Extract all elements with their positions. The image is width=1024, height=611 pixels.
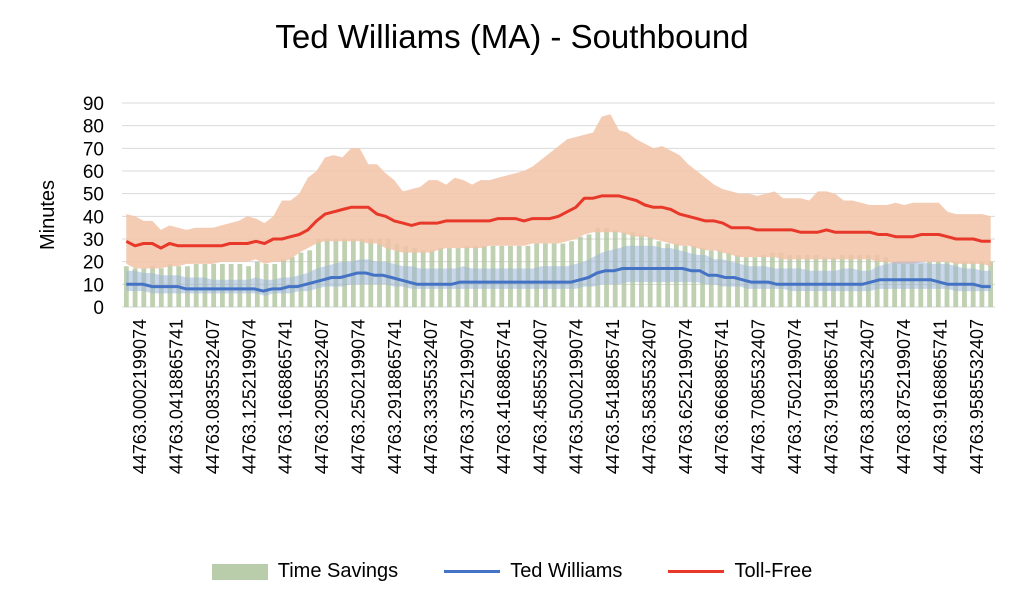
y-tick-label: 60 [83,162,104,183]
y-axis-title: Minutes [37,180,59,250]
legend-swatch-toll-free [668,570,725,573]
x-tick-label: 44763.9585532407 [967,319,987,474]
x-tick-label: 44763.5835532407 [639,319,659,474]
x-tick-label: 44763.0418865741 [167,319,187,474]
x-tick-label: 44763.8335532407 [858,319,878,474]
x-tick-label: 44763.9168865741 [930,319,950,474]
legend-swatch-time-savings [211,563,268,580]
x-tick-label: 44763.3752199074 [458,319,478,474]
x-tick-label: 44763.3335532407 [421,319,441,474]
x-tick-label: 44763.1668865741 [276,319,296,474]
line-ted-williams [126,267,991,293]
band-toll-free [126,114,991,269]
line-toll-free [125,194,991,250]
x-tick-label: 44763.7918865741 [821,319,841,474]
legend-label-toll-free: Toll-Free [734,560,813,582]
chart-title: Ted Williams (MA) - Southbound [275,18,749,55]
y-tick-label: 80 [83,117,104,138]
y-tick-label: 20 [83,253,104,274]
legend-item-time-savings: Time Savings [211,560,399,583]
x-tick-label: 44763.2502199074 [348,319,368,474]
x-tick-label: 44763.6668865741 [712,319,732,474]
legend-swatch-ted-williams [444,570,501,573]
y-tick-label: 30 [83,230,104,251]
x-tick-label: 44763.7085532407 [749,319,769,474]
y-tick-label: 90 [83,94,104,115]
x-tick-label: 44763.5002199074 [567,319,587,474]
x-tick-label: 44763.5418865741 [603,319,623,474]
x-tick-label: 44763.2918865741 [385,319,405,474]
x-tick-label: 44763.6252199074 [676,319,696,474]
x-tick-label: 44763.7502199074 [785,319,805,474]
x-tick-label: 44763.0835532407 [203,319,223,474]
x-tick-label: 44763.4168865741 [494,319,514,474]
x-tick-label: 44763.1252199074 [239,319,259,474]
x-axis: 44763.0002199074 44763.0418865741 44763.08… [130,319,987,474]
series-lines [125,194,991,293]
y-tick-label: 70 [83,139,104,160]
y-tick-label: 50 [83,185,104,206]
x-tick-label: 44763.0002199074 [130,319,150,474]
x-tick-label: 44763.2085532407 [312,319,332,474]
legend-label-time-savings: Time Savings [277,560,399,582]
legend-label-ted-williams: Ted Williams [510,560,623,582]
y-tick-label: 10 [83,275,104,296]
x-tick-label: 44763.4585532407 [530,319,550,474]
x-tick-label: 44763.8752199074 [894,319,914,474]
legend-item-ted-williams: Ted Williams [444,560,622,583]
legend: Time Savings Ted Williams Toll-Free [0,560,1024,583]
y-tick-label: 40 [83,207,104,228]
legend-item-toll-free: Toll-Free [668,560,812,583]
y-tick-label: 0 [93,298,104,319]
